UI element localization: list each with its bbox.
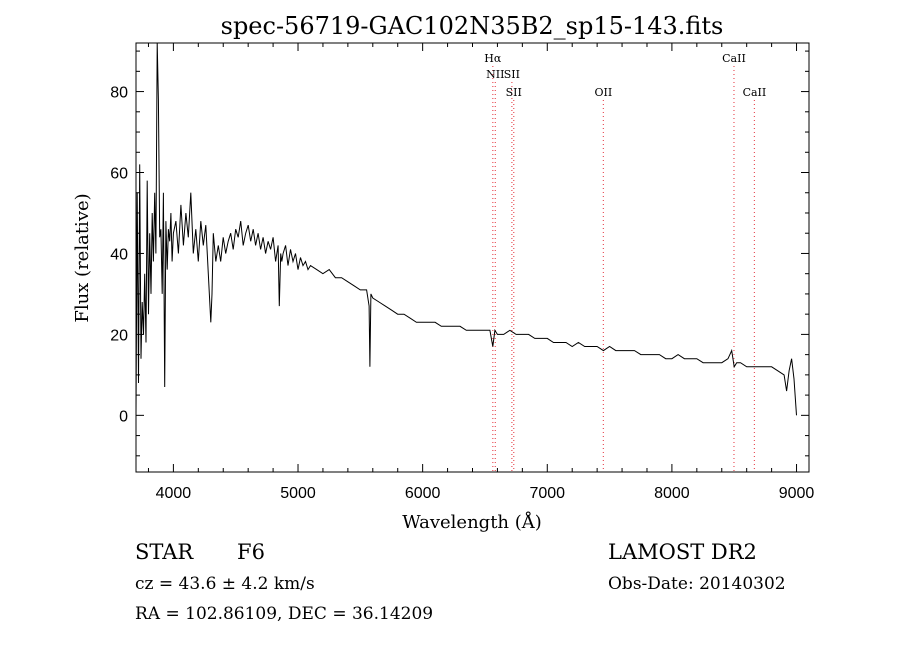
y-tick-label-3: 60 xyxy=(110,166,128,183)
x-axis-label: Wavelength (Å) xyxy=(402,511,542,533)
axis-ticks: 4000 5000 6000 7000 8000 9000 0 20 40 60 80 xyxy=(110,43,814,502)
y-tick-label-2: 40 xyxy=(110,246,128,263)
spectral-line-markers: Hα NII SII SII OII CaII CaII xyxy=(484,52,766,472)
object-class: STAR xyxy=(135,540,194,564)
series-layer xyxy=(135,42,797,416)
plot-frame xyxy=(135,42,810,473)
line-label-1: NII xyxy=(486,68,504,81)
survey-name: LAMOST DR2 xyxy=(608,540,757,564)
x-tick-label-4: 8000 xyxy=(654,485,690,502)
y-axis-label: Flux (relative) xyxy=(72,193,93,322)
x-tick-label-2: 6000 xyxy=(405,485,441,502)
line-label-3: SII xyxy=(506,86,522,99)
line-label-2: SII xyxy=(504,68,520,81)
coordinates: RA = 102.86109, DEC = 36.14209 xyxy=(135,604,434,624)
chart-title: spec-56719-GAC102N35B2_sp15-143.fits xyxy=(221,12,724,40)
spectrum-line-0 xyxy=(135,42,797,416)
x-tick-label-3: 7000 xyxy=(529,485,565,502)
observation-date: Obs-Date: 20140302 xyxy=(608,574,786,594)
y-tick-label-4: 80 xyxy=(110,85,128,102)
y-tick-label-0: 0 xyxy=(119,408,128,425)
object-subclass: F6 xyxy=(237,540,265,564)
line-label-6: CaII xyxy=(743,86,767,99)
y-tick-label-1: 20 xyxy=(110,327,128,344)
line-label-4: OII xyxy=(595,86,613,99)
x-tick-label-1: 5000 xyxy=(280,485,316,502)
line-label-5: CaII xyxy=(722,52,746,65)
x-tick-label-0: 4000 xyxy=(156,485,192,502)
redshift-value: cz = 43.6 ± 4.2 km/s xyxy=(135,574,315,594)
line-label-0: Hα xyxy=(484,52,502,65)
x-tick-label-5: 9000 xyxy=(779,485,815,502)
